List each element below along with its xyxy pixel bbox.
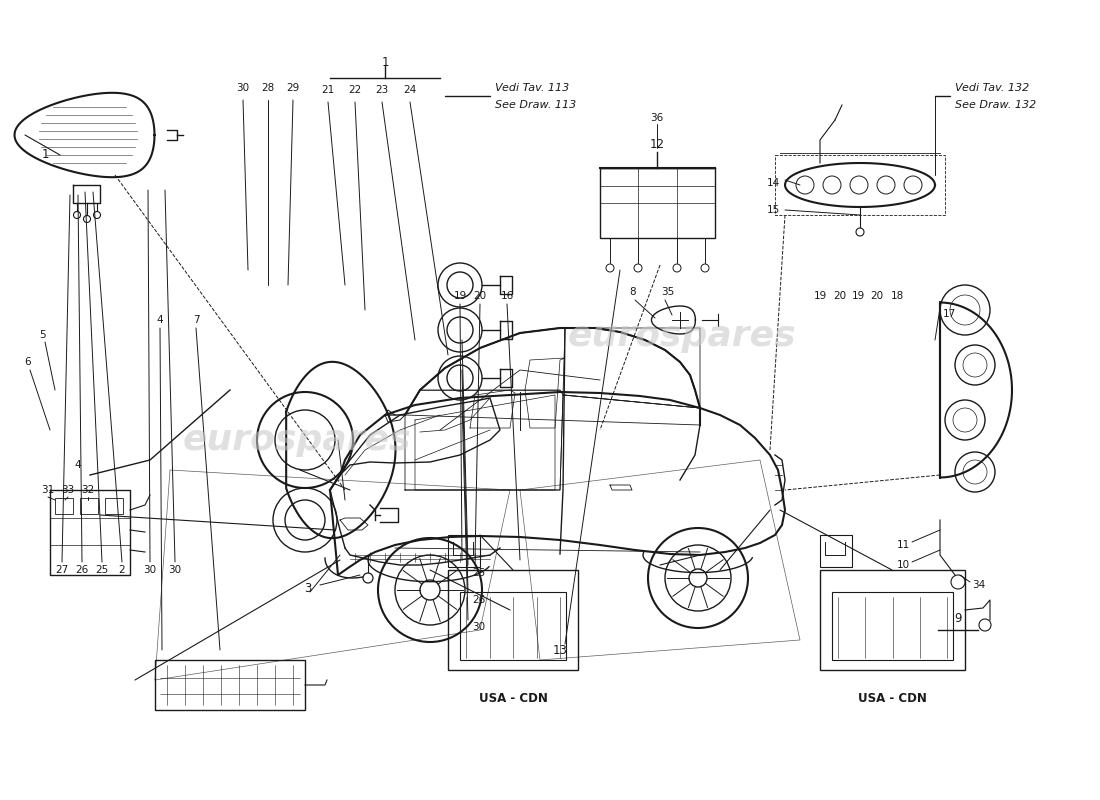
Text: 22: 22	[349, 85, 362, 95]
Text: 30: 30	[143, 565, 156, 575]
Text: 19: 19	[851, 291, 865, 301]
Text: 3: 3	[305, 582, 311, 594]
Text: 17: 17	[943, 309, 956, 319]
Text: 12: 12	[649, 138, 664, 150]
Text: 15: 15	[767, 205, 780, 215]
Text: 20: 20	[870, 291, 883, 301]
Text: 5: 5	[39, 330, 45, 340]
Text: 6: 6	[24, 357, 31, 367]
Text: 19: 19	[453, 291, 466, 301]
Text: 10: 10	[896, 560, 910, 570]
Text: See Draw. 113: See Draw. 113	[495, 100, 576, 110]
Text: See Draw. 132: See Draw. 132	[955, 100, 1036, 110]
Text: USA - CDN: USA - CDN	[858, 691, 926, 705]
Text: 4: 4	[156, 315, 163, 325]
Text: Vedi Tav. 113: Vedi Tav. 113	[495, 83, 570, 93]
Text: 30: 30	[472, 622, 485, 632]
Text: 31: 31	[42, 485, 55, 495]
Text: 25: 25	[96, 565, 109, 575]
Text: 35: 35	[661, 287, 674, 297]
Text: 20: 20	[834, 291, 847, 301]
Text: 27: 27	[55, 565, 68, 575]
Text: 9: 9	[955, 611, 961, 625]
Text: 8: 8	[629, 287, 636, 297]
Text: 1: 1	[382, 55, 388, 69]
Text: eurospares: eurospares	[183, 423, 411, 457]
Text: USA - CDN: USA - CDN	[478, 691, 548, 705]
Text: 33: 33	[62, 485, 75, 495]
Text: 30: 30	[168, 565, 182, 575]
Text: 23: 23	[375, 85, 388, 95]
Text: 1: 1	[42, 149, 48, 162]
Text: 34: 34	[972, 580, 986, 590]
Text: 18: 18	[890, 291, 903, 301]
Text: 14: 14	[767, 178, 780, 188]
Text: 25: 25	[472, 568, 485, 578]
Text: 16: 16	[500, 291, 514, 301]
Text: 19: 19	[813, 291, 826, 301]
Text: Vedi Tav. 132: Vedi Tav. 132	[955, 83, 1030, 93]
Text: 7: 7	[192, 315, 199, 325]
Text: 26: 26	[76, 565, 89, 575]
Text: 4: 4	[75, 460, 81, 470]
Text: 30: 30	[236, 83, 250, 93]
Text: 28: 28	[262, 83, 275, 93]
Text: 21: 21	[321, 85, 334, 95]
Text: 24: 24	[404, 85, 417, 95]
Text: 29: 29	[286, 83, 299, 93]
Text: 11: 11	[896, 540, 910, 550]
Text: 20: 20	[473, 291, 486, 301]
Text: 2: 2	[119, 565, 125, 575]
Text: 32: 32	[81, 485, 95, 495]
Text: 26: 26	[472, 595, 485, 605]
Text: 13: 13	[552, 643, 568, 657]
Text: 36: 36	[650, 113, 663, 123]
Text: eurospares: eurospares	[568, 319, 796, 353]
